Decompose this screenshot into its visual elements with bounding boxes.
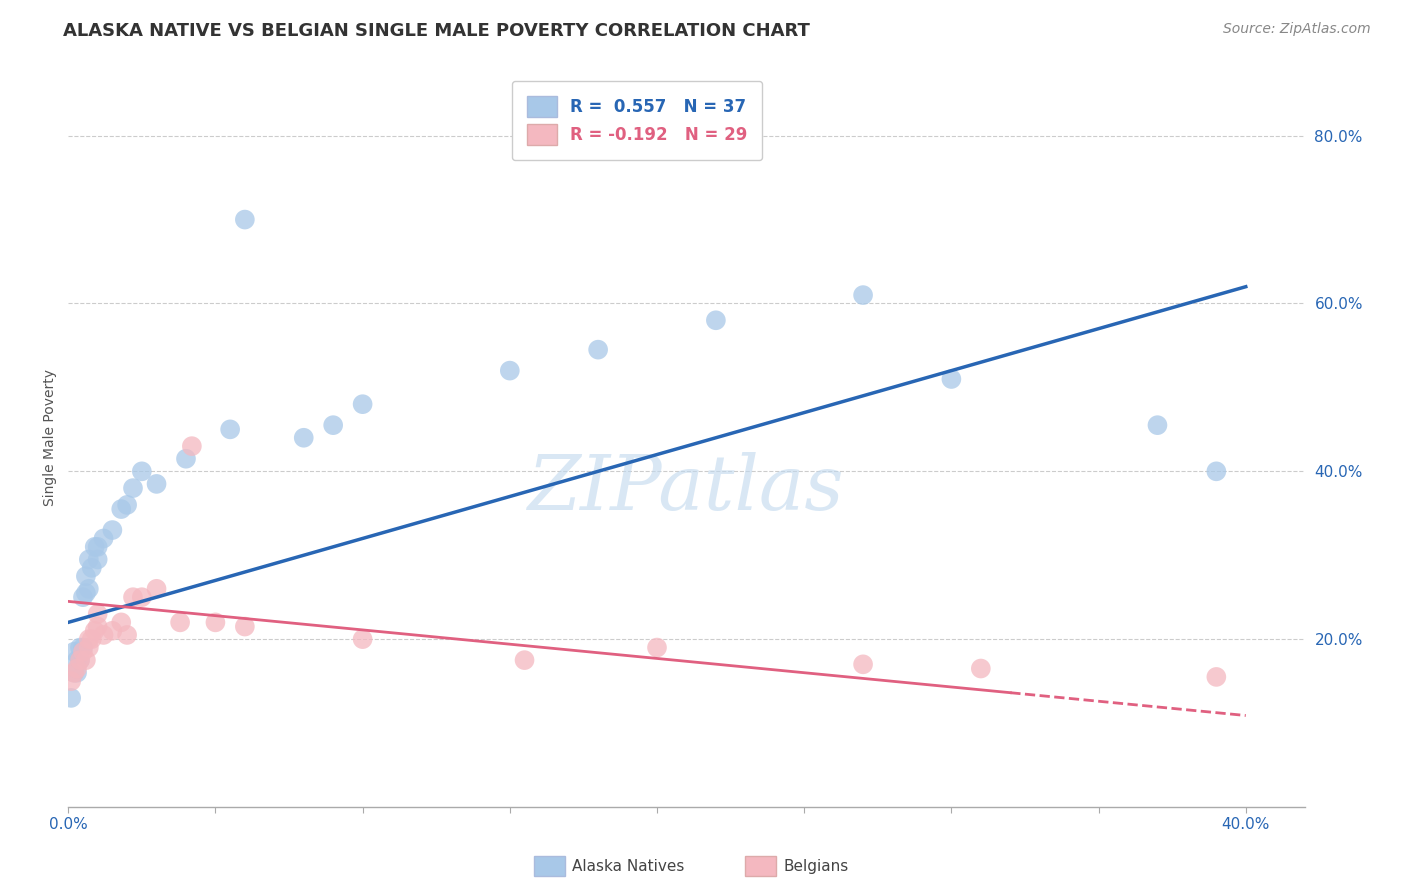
Point bbox=[941, 372, 963, 386]
Point bbox=[66, 653, 89, 667]
Point bbox=[72, 645, 94, 659]
Point bbox=[645, 640, 668, 655]
Point bbox=[69, 653, 91, 667]
Point bbox=[499, 363, 522, 377]
Point bbox=[970, 661, 993, 675]
Point bbox=[75, 586, 97, 600]
Point bbox=[352, 632, 374, 647]
Point bbox=[115, 498, 138, 512]
Point bbox=[174, 451, 197, 466]
Point bbox=[86, 552, 108, 566]
Point bbox=[72, 640, 94, 655]
Point bbox=[704, 313, 727, 327]
Point bbox=[83, 540, 105, 554]
Text: ZIPatlas: ZIPatlas bbox=[529, 452, 845, 526]
Point bbox=[110, 615, 132, 630]
Point bbox=[86, 540, 108, 554]
Point bbox=[204, 615, 226, 630]
Point bbox=[145, 476, 167, 491]
Point bbox=[101, 523, 124, 537]
Point bbox=[80, 632, 103, 647]
Point bbox=[63, 665, 86, 680]
Point bbox=[233, 619, 256, 633]
Point bbox=[75, 569, 97, 583]
Point bbox=[63, 645, 86, 659]
Y-axis label: Single Male Poverty: Single Male Poverty bbox=[44, 369, 58, 507]
Point bbox=[60, 674, 83, 689]
Point bbox=[80, 561, 103, 575]
Point bbox=[852, 657, 875, 672]
Point bbox=[101, 624, 124, 638]
Point bbox=[86, 607, 108, 621]
Point bbox=[1205, 464, 1227, 478]
Point bbox=[852, 288, 875, 302]
Point bbox=[77, 582, 100, 596]
Point bbox=[69, 640, 91, 655]
Legend: R =  0.557   N = 37, R = -0.192   N = 29: R = 0.557 N = 37, R = -0.192 N = 29 bbox=[512, 80, 762, 160]
Point bbox=[60, 690, 83, 705]
Point bbox=[180, 439, 202, 453]
Point bbox=[77, 552, 100, 566]
Point bbox=[145, 582, 167, 596]
Point bbox=[63, 665, 86, 680]
Point bbox=[513, 653, 536, 667]
Point bbox=[122, 590, 145, 604]
Text: Belgians: Belgians bbox=[783, 859, 848, 874]
Point bbox=[86, 619, 108, 633]
Point bbox=[131, 590, 153, 604]
Point bbox=[110, 502, 132, 516]
Text: Alaska Natives: Alaska Natives bbox=[572, 859, 685, 874]
Point bbox=[93, 628, 115, 642]
Point bbox=[115, 628, 138, 642]
Point bbox=[352, 397, 374, 411]
Point bbox=[1205, 670, 1227, 684]
Point bbox=[77, 632, 100, 647]
Point bbox=[75, 653, 97, 667]
Point bbox=[122, 481, 145, 495]
Point bbox=[586, 343, 609, 357]
Text: Source: ZipAtlas.com: Source: ZipAtlas.com bbox=[1223, 22, 1371, 37]
Point bbox=[77, 640, 100, 655]
Point bbox=[219, 422, 242, 436]
Point bbox=[66, 661, 89, 675]
Point bbox=[322, 418, 344, 433]
Point bbox=[233, 212, 256, 227]
Point bbox=[83, 624, 105, 638]
Point bbox=[292, 431, 315, 445]
Point bbox=[169, 615, 191, 630]
Point bbox=[72, 590, 94, 604]
Point bbox=[66, 665, 89, 680]
Point bbox=[93, 532, 115, 546]
Point bbox=[131, 464, 153, 478]
Point bbox=[1146, 418, 1168, 433]
Text: ALASKA NATIVE VS BELGIAN SINGLE MALE POVERTY CORRELATION CHART: ALASKA NATIVE VS BELGIAN SINGLE MALE POV… bbox=[63, 22, 810, 40]
Point bbox=[69, 653, 91, 667]
